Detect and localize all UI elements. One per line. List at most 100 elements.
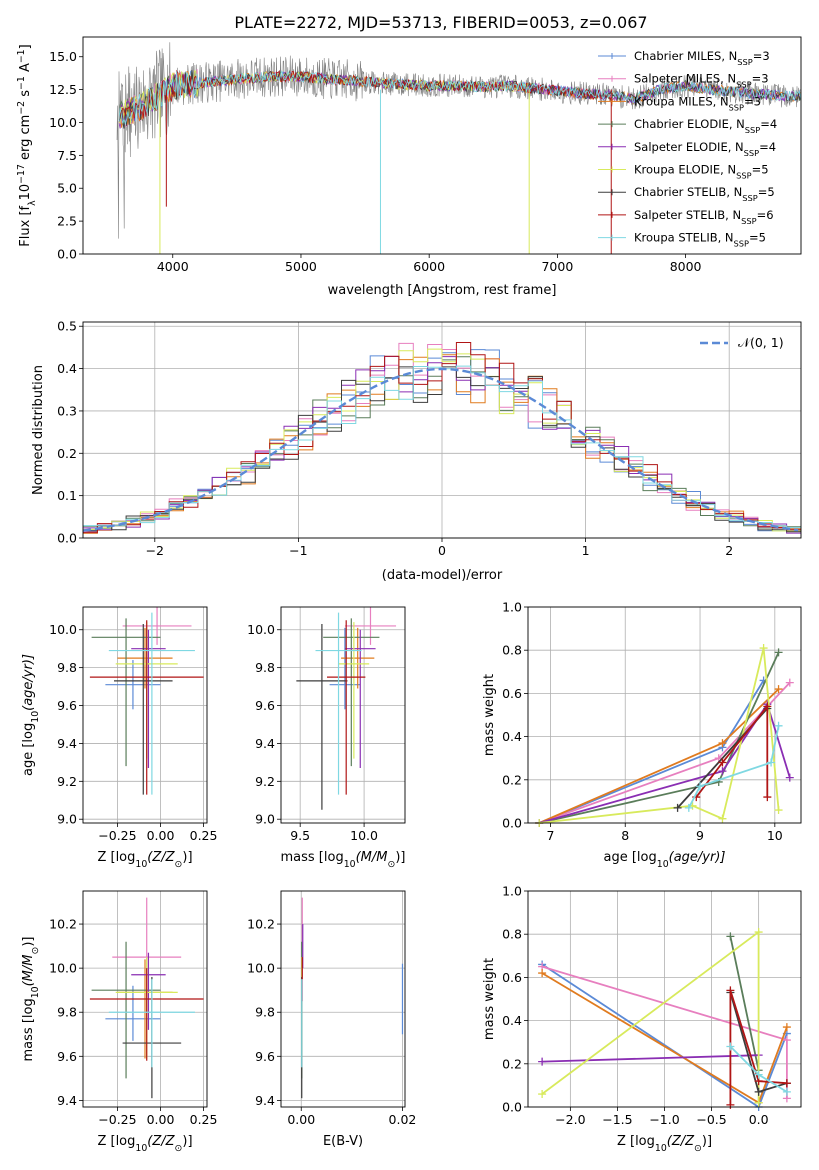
x-tick-label: 0.02 xyxy=(389,1112,417,1127)
label-part: λ xyxy=(27,200,38,206)
x-tick-label: −1 xyxy=(289,543,307,558)
y-axis-label: mass weight xyxy=(482,958,497,1040)
label-part: Z [log xyxy=(617,1134,655,1149)
label-part: 10 xyxy=(344,859,356,870)
points xyxy=(89,897,204,1099)
label-part: 10 xyxy=(18,184,33,201)
spectrum-lines xyxy=(116,42,801,254)
x-tick-label: 0.25 xyxy=(190,828,218,843)
label-part: ⊙ xyxy=(30,947,41,955)
label-part: ⊙ xyxy=(175,859,183,870)
series-line-4 xyxy=(538,702,791,824)
y-tick-label: 0.0 xyxy=(57,247,77,262)
y-tick-label: 0.0 xyxy=(502,816,522,831)
x-tick-label: −0.25 xyxy=(98,828,136,843)
label-part: =5 xyxy=(758,185,775,199)
label-part: −1 xyxy=(16,49,27,63)
label-part: =3 xyxy=(744,94,761,108)
series-marker xyxy=(785,678,794,687)
label-part: SSP xyxy=(745,125,760,135)
label-part: Chabrier STELIB, N xyxy=(634,185,742,199)
series-marker xyxy=(754,1087,763,1096)
residual-panel: −2 −1 0 1 2 0.0 0.1 0.2 0.3 0.4 0.5 (data-model)/er… xyxy=(31,319,802,583)
x-tick-label: −1.0 xyxy=(649,1112,679,1127)
x-tick-label: 9 xyxy=(696,828,704,843)
label-part: Z [log xyxy=(97,1134,135,1149)
x-tick-label: 0.0 xyxy=(749,1112,769,1127)
label-part: ⊙ xyxy=(387,859,395,870)
x-tick-label: 0.00 xyxy=(287,1112,315,1127)
y-tick-label: 0.6 xyxy=(502,686,522,701)
axes-frame xyxy=(527,890,802,1108)
label-part: ] xyxy=(18,44,33,49)
y-tick-label: 12.5 xyxy=(49,82,77,97)
x-axis-label: (data-model)/error xyxy=(382,568,503,583)
y-tick-label: 9.2 xyxy=(255,774,275,789)
y-tick-label: 9.6 xyxy=(255,698,275,713)
label-part: (age/yr)] xyxy=(21,654,36,711)
y-tick-label: 9.4 xyxy=(255,1093,275,1108)
x-tick-label: 0.25 xyxy=(190,1112,218,1127)
x-tick-label: 6000 xyxy=(413,259,445,274)
x-axis-label: Z [log10(Z/Z⊙)] xyxy=(617,1134,712,1154)
label-part: =3 xyxy=(752,72,769,86)
series xyxy=(535,644,794,827)
label-part: age [log xyxy=(604,850,657,865)
label-part: ⊙ xyxy=(175,1143,183,1154)
series-line-1 xyxy=(538,681,791,824)
axes-frame xyxy=(82,321,802,539)
y-tick-label: 10.0 xyxy=(49,115,77,130)
points xyxy=(301,897,404,1099)
y-axis-label: mass [log10(M/M⊙)] xyxy=(21,937,41,1062)
axes-frame xyxy=(527,606,802,824)
series-marker xyxy=(774,648,783,657)
label-part: =4 xyxy=(759,140,776,154)
label-part: =5 xyxy=(752,163,769,177)
y-tick-label: 7.5 xyxy=(57,148,77,163)
label-part: )] xyxy=(182,850,192,865)
x-tick-label: 7000 xyxy=(541,259,573,274)
y-tick-label: 9.8 xyxy=(255,660,275,675)
figure-title: PLATE=2272, MJD=53713, FIBERID=0053, z=0… xyxy=(234,13,647,32)
series-marker xyxy=(718,758,727,767)
series-marker xyxy=(785,773,794,782)
series-line-5 xyxy=(541,930,760,1103)
axes-frame xyxy=(280,606,406,824)
series-marker xyxy=(726,1100,735,1109)
y-tick-label: 9.6 xyxy=(255,1049,275,1064)
legend-label: Kroupa ELODIE, NSSP=5 xyxy=(634,163,769,181)
series-marker xyxy=(696,782,705,791)
x-tick-label: 1 xyxy=(582,543,590,558)
legend-label: Kroupa STELIB, NSSP=5 xyxy=(634,231,766,249)
x-axis-label: wavelength [Angstrom, rest frame] xyxy=(328,283,557,298)
label-part: Z [log xyxy=(97,850,135,865)
y-tick-label: 0.1 xyxy=(57,488,77,503)
legend-label: Salpeter MILES, NSSP=3 xyxy=(634,72,769,90)
label-part: SSP xyxy=(737,57,752,67)
mass-vs-Z-panel: −0.25 0.00 0.259.49.69.810.010.2Z [log10(Z… xyxy=(21,890,218,1154)
y-tick-label: 0.6 xyxy=(502,970,522,985)
series-marker xyxy=(774,806,783,815)
series-marker xyxy=(718,767,727,776)
series-marker xyxy=(726,932,735,941)
y-tick-label: 0.4 xyxy=(502,729,522,744)
x-tick-label: −1.5 xyxy=(602,1112,632,1127)
series-line-7 xyxy=(695,703,769,798)
series-marker xyxy=(763,793,772,802)
y-tick-label: 0.2 xyxy=(502,1056,522,1071)
y-axis-label: Normed distribution xyxy=(31,365,46,495)
y-tick-label: 9.8 xyxy=(57,1005,77,1020)
series-marker xyxy=(726,986,735,995)
x-tick-label: 9.5 xyxy=(290,828,310,843)
spectrum-panel: 4000 5000 6000 7000 8000 0.0 2.5 5.0 7.5 10.0 12.5… xyxy=(16,36,802,298)
label-part: SSP xyxy=(736,80,751,90)
series-marker xyxy=(759,644,768,653)
label-part: (Z/Z xyxy=(147,850,175,865)
axes-frame xyxy=(82,890,208,1108)
label-part: SSP xyxy=(734,239,749,249)
y-tick-label: 0.4 xyxy=(502,1013,522,1028)
y-tick-label: 10.0 xyxy=(49,961,77,976)
y-axis-label: age [log10(age/yr)] xyxy=(21,654,41,776)
legend-label: 𝒩(0, 1) xyxy=(738,335,784,350)
y-tick-label: 15.0 xyxy=(49,49,77,64)
